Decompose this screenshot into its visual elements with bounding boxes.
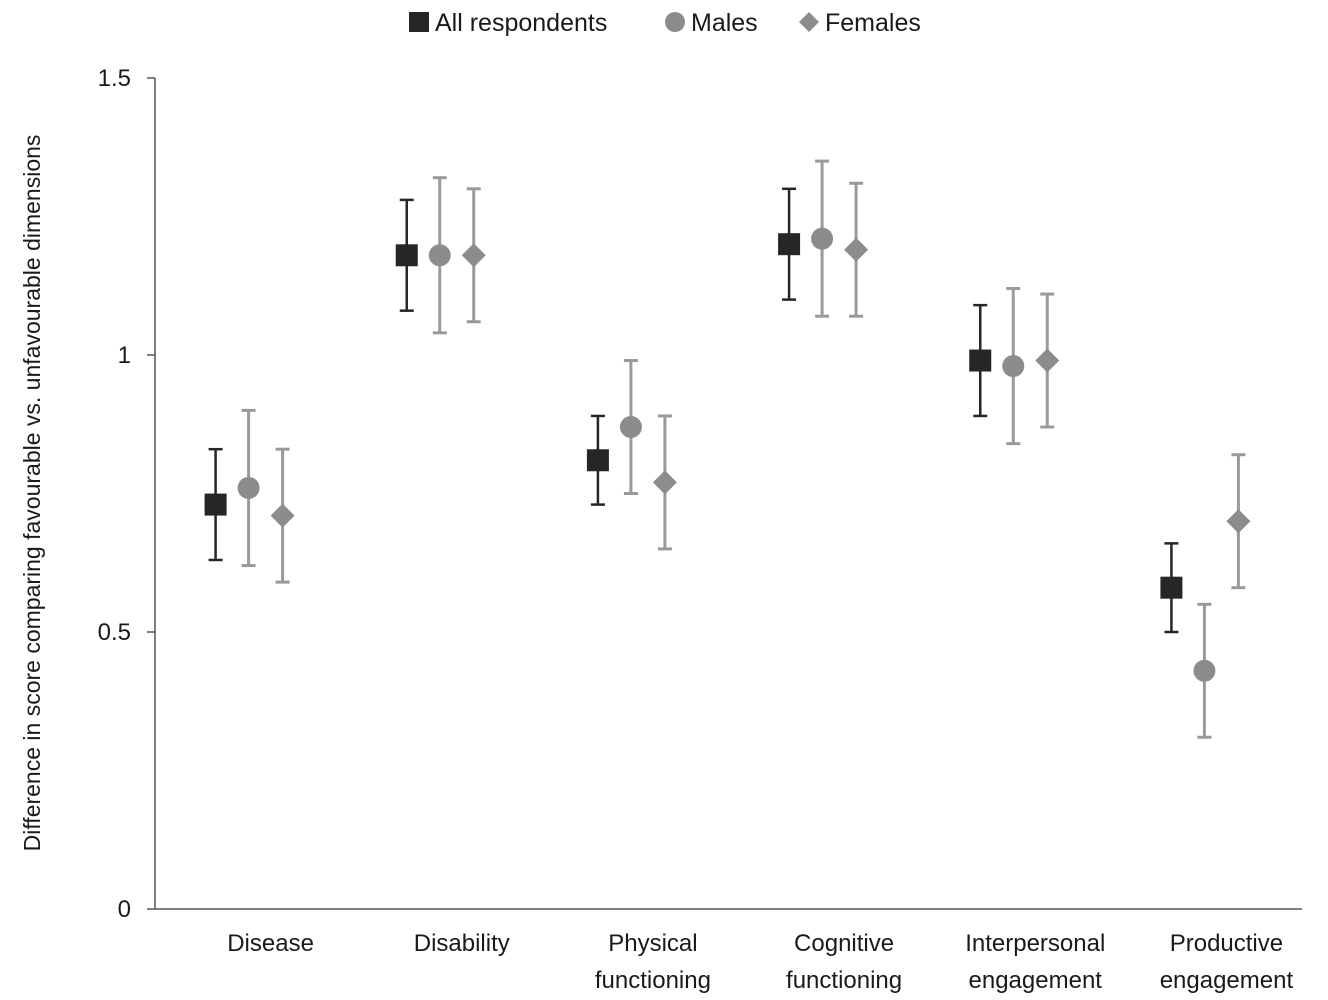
x-category-label-line: Interpersonal <box>965 930 1105 957</box>
x-category-label-line: Disease <box>227 930 314 957</box>
x-category-label-line: engagement <box>969 967 1103 994</box>
y-tick-label: 1.5 <box>98 65 131 92</box>
marker-diamond <box>461 243 486 268</box>
marker-circle <box>428 244 451 267</box>
x-category-labels: Disease Disability Physical functioningCogn… <box>227 930 1293 994</box>
legend-marker-square <box>409 12 429 32</box>
marker-square <box>395 244 418 267</box>
marker-diamond <box>652 470 677 495</box>
marker-diamond <box>270 503 295 528</box>
y-tick-label: 1 <box>118 342 131 369</box>
marker-diamond <box>1226 509 1251 534</box>
legend-label: All respondents <box>435 9 607 37</box>
legend-label: Males <box>691 9 758 37</box>
x-category-label-line: Cognitive <box>794 930 894 957</box>
x-category-label: Disability <box>414 930 510 957</box>
y-axis-title-text: Difference in score comparing favourable… <box>19 135 45 852</box>
x-category-label-line: functioning <box>786 967 902 994</box>
x-category-label-line: Disability <box>414 930 510 957</box>
legend: All respondents Males Females <box>409 9 921 37</box>
data-markers <box>204 227 1251 682</box>
y-tick-label: 0.5 <box>98 619 131 646</box>
axes <box>154 78 1302 910</box>
marker-diamond <box>844 237 869 262</box>
marker-square <box>1160 576 1183 599</box>
x-category-label: Productive engagement <box>1160 930 1294 994</box>
marker-square <box>204 493 227 516</box>
x-category-label: Interpersonal engagement <box>965 930 1105 994</box>
x-category-label-line: Productive <box>1170 930 1283 957</box>
y-ticks: 0 0.5 1 1.5 <box>98 65 155 923</box>
error-bars <box>208 159 1246 739</box>
x-category-label: Disease <box>227 930 314 957</box>
x-category-label-line: Physical <box>608 930 697 957</box>
legend-label: Females <box>825 9 921 37</box>
marker-circle <box>237 476 260 499</box>
marker-square <box>969 349 992 372</box>
marker-circle <box>811 227 834 250</box>
x-category-label-line: engagement <box>1160 967 1294 994</box>
legend-marker-circle <box>665 12 685 32</box>
y-tick-label: 0 <box>118 896 131 923</box>
marker-square <box>778 233 801 256</box>
x-category-label-line: functioning <box>595 967 711 994</box>
marker-circle <box>1193 659 1216 682</box>
marker-circle <box>619 416 642 439</box>
x-category-label: Physical functioning <box>595 930 711 994</box>
y-axis-title: Difference in score comparing favourable… <box>19 135 45 852</box>
marker-circle <box>1002 355 1025 378</box>
x-category-label: Cognitive functioning <box>786 930 902 994</box>
legend-marker-diamond <box>799 12 819 32</box>
marker-square <box>586 449 609 472</box>
marker-diamond <box>1035 348 1060 373</box>
